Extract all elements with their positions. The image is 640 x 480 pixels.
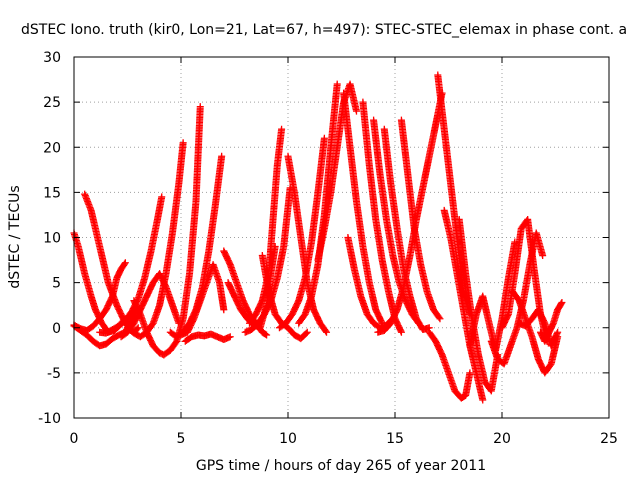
x-tick-label: 15 — [386, 431, 404, 447]
y-tick-label: 25 — [43, 95, 61, 111]
y-tick-label: -5 — [47, 366, 61, 382]
series-8 — [117, 270, 183, 341]
data-point — [539, 252, 547, 260]
data-point — [262, 330, 270, 338]
data-point — [435, 313, 443, 321]
series-16 — [245, 125, 286, 327]
x-tick-label: 5 — [177, 431, 186, 447]
data-point — [352, 107, 360, 115]
data-point — [557, 300, 565, 308]
series-22 — [340, 89, 386, 327]
data-point — [554, 328, 562, 336]
y-tick-label: 30 — [43, 50, 61, 66]
y-tick-label: 10 — [43, 231, 61, 247]
x-tick-label: 20 — [493, 431, 511, 447]
axis-ticks: 0 5 10 15 20 25 -10 -5 0 5 10 15 20 25 30 — [38, 50, 618, 447]
series-32 — [455, 215, 502, 395]
chart-title: dSTEC Iono. truth (kir0, Lon=21, Lat=67,… — [21, 22, 627, 38]
y-axis-label: dSTEC / TECUs — [7, 185, 23, 288]
data-point — [158, 193, 166, 201]
data-point — [218, 152, 226, 160]
data-point — [220, 306, 228, 314]
data-point — [226, 333, 234, 341]
x-tick-label: 0 — [70, 431, 79, 447]
series-4 — [70, 259, 129, 334]
data-point — [179, 139, 187, 147]
data-point — [134, 324, 142, 332]
series-31 — [440, 206, 487, 404]
y-tick-label: 5 — [52, 276, 61, 292]
y-tick-label: -10 — [38, 411, 61, 427]
x-tick-label: 10 — [279, 431, 297, 447]
series-33 — [466, 238, 519, 354]
data-point — [121, 259, 129, 267]
data-point — [121, 260, 129, 268]
data-point — [479, 396, 487, 404]
data-point — [558, 298, 566, 306]
series-6 — [124, 139, 187, 341]
y-tick-label: 15 — [43, 185, 61, 201]
data-point — [397, 328, 405, 336]
series-12 — [181, 330, 234, 345]
data-series — [70, 71, 566, 404]
x-tick-label: 25 — [600, 431, 618, 447]
data-point — [320, 134, 328, 142]
data-point — [278, 125, 286, 133]
series-26 — [380, 125, 433, 334]
data-point — [322, 327, 330, 335]
data-point — [436, 315, 444, 323]
y-tick-label: 0 — [52, 321, 61, 337]
series-5 — [96, 193, 166, 337]
data-point — [323, 328, 331, 336]
series-24 — [359, 98, 405, 336]
series-30 — [425, 328, 474, 402]
series-27 — [397, 116, 444, 323]
series-19 — [275, 134, 328, 332]
x-axis-label: GPS time / hours of day 265 of year 2011 — [196, 458, 486, 474]
data-point — [196, 103, 204, 111]
data-point — [303, 328, 311, 336]
data-point — [263, 331, 271, 339]
series-11 — [177, 261, 228, 339]
data-point — [466, 369, 474, 377]
data-point — [302, 329, 310, 337]
y-tick-label: 20 — [43, 140, 61, 156]
series-38 — [515, 306, 562, 350]
data-point — [333, 80, 341, 88]
